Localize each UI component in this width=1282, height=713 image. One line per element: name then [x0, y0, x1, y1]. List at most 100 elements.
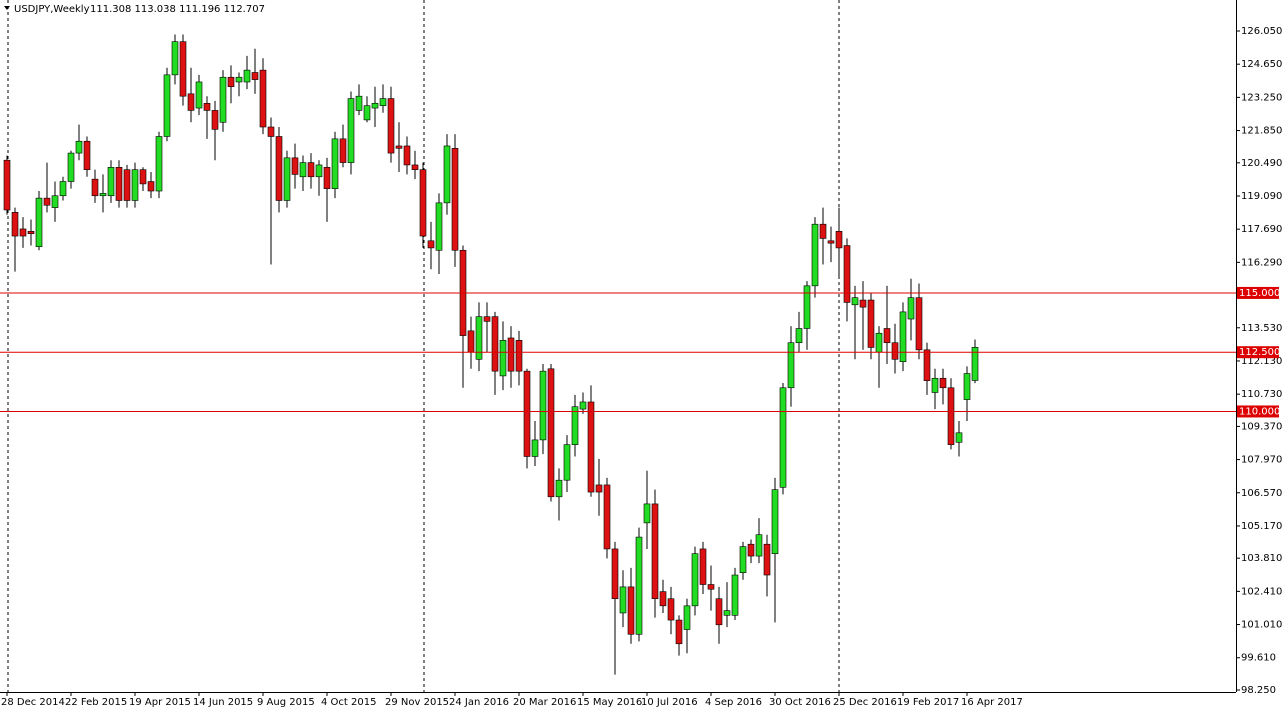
- level-label-box: [1237, 346, 1279, 359]
- bearish-candle-body: [211, 110, 219, 130]
- x-tick-label: 25 Dec 2016: [833, 697, 897, 708]
- bullish-candle-body: [107, 167, 115, 197]
- bearish-candle-body: [651, 503, 659, 600]
- bullish-candle-body: [155, 136, 163, 192]
- bullish-candle-body: [355, 95, 363, 111]
- y-tick-label: 107.970: [1241, 455, 1282, 466]
- bearish-candle-body: [403, 145, 411, 166]
- bullish-candle-body: [331, 138, 339, 189]
- bullish-candle-body: [555, 479, 563, 498]
- level-label: 112.500: [1239, 347, 1280, 358]
- level-label: 110.000: [1239, 406, 1280, 417]
- bearish-candle-body: [419, 169, 427, 237]
- y-tick-label: 102.410: [1241, 586, 1282, 597]
- bullish-candle-body: [723, 610, 731, 616]
- bearish-candle-body: [611, 548, 619, 600]
- bullish-candle-body: [75, 140, 83, 154]
- bearish-candle-body: [867, 299, 875, 348]
- y-tick-label: 126.050: [1241, 26, 1282, 37]
- bearish-candle-body: [3, 159, 11, 211]
- bullish-candle-body: [235, 76, 243, 83]
- bearish-candle-body: [411, 164, 419, 170]
- bearish-candle-body: [291, 157, 299, 175]
- bearish-candle-body: [939, 377, 947, 389]
- bullish-candle-body: [363, 105, 371, 121]
- bearish-candle-body: [275, 136, 283, 201]
- bullish-candle-body: [619, 586, 627, 614]
- x-tick-label: 22 Feb 2015: [65, 697, 127, 708]
- level-label-box: [1237, 286, 1279, 299]
- bullish-candle-body: [443, 145, 451, 204]
- y-tick-label: 123.250: [1241, 92, 1282, 103]
- x-tick-label: 14 Jun 2015: [193, 697, 253, 708]
- bearish-candle-body: [139, 169, 147, 185]
- y-tick-label: 98.250: [1241, 685, 1276, 696]
- y-tick-label: 113.530: [1241, 323, 1282, 334]
- bearish-candle-body: [251, 72, 259, 80]
- bearish-candle-body: [699, 548, 707, 585]
- x-tick-label: 19 Apr 2015: [129, 697, 191, 708]
- bearish-candle-body: [19, 228, 27, 237]
- bearish-candle-body: [11, 212, 19, 237]
- bearish-candle-body: [323, 167, 331, 189]
- bearish-candle-body: [947, 387, 955, 445]
- bullish-candle-body: [131, 169, 139, 201]
- bearish-candle-body: [603, 484, 611, 550]
- y-tick-label: 105.170: [1241, 521, 1282, 532]
- bullish-candle-body: [299, 162, 307, 178]
- bullish-candle-body: [971, 346, 979, 381]
- bearish-candle-body: [187, 93, 195, 111]
- level-label: 115.000: [1239, 288, 1280, 299]
- bullish-candle-body: [379, 98, 387, 106]
- bullish-candle-body: [531, 439, 539, 457]
- bearish-candle-body: [707, 584, 715, 590]
- bearish-candle-body: [91, 178, 99, 197]
- bullish-candle-body: [643, 503, 651, 524]
- bearish-candle-body: [507, 337, 515, 372]
- bearish-candle-body: [27, 231, 35, 234]
- bullish-candle-body: [195, 81, 203, 109]
- bullish-candle-body: [539, 370, 547, 441]
- bearish-candle-body: [267, 126, 275, 137]
- bearish-candle-body: [843, 245, 851, 303]
- bearish-candle-body: [387, 98, 395, 154]
- bullish-candle-body: [67, 152, 75, 182]
- bearish-candle-body: [667, 598, 675, 621]
- bearish-candle-body: [123, 169, 131, 201]
- ohlc-label: 111.308 113.038 111.196 112.707: [90, 4, 265, 15]
- bearish-candle-body: [451, 148, 459, 251]
- bearish-candle-body: [491, 316, 499, 372]
- bullish-candle-body: [739, 546, 747, 573]
- bullish-candle-body: [59, 181, 67, 197]
- bullish-candle-body: [35, 197, 43, 248]
- bullish-candle-body: [219, 76, 227, 123]
- bullish-candle-body: [563, 444, 571, 481]
- bearish-candle-body: [147, 181, 155, 192]
- bullish-candle-body: [171, 41, 179, 76]
- bearish-candle-body: [515, 340, 523, 372]
- bullish-candle-body: [907, 297, 915, 320]
- bullish-candle-body: [51, 195, 59, 208]
- x-tick-label: 15 May 2016: [577, 697, 642, 708]
- y-tick-label: 119.090: [1241, 191, 1282, 202]
- x-tick-label: 28 Dec 2014: [1, 697, 65, 708]
- bearish-candle-body: [395, 145, 403, 149]
- bearish-candle-body: [339, 138, 347, 163]
- bearish-candle-body: [83, 140, 91, 170]
- x-tick-label: 19 Feb 2017: [897, 697, 959, 708]
- bullish-candle-body: [683, 605, 691, 630]
- bullish-candle-body: [811, 223, 819, 287]
- bearish-candle-body: [827, 240, 835, 244]
- y-tick-label: 103.810: [1241, 553, 1282, 564]
- bullish-candle-body: [283, 157, 291, 201]
- y-tick-label: 99.610: [1241, 653, 1276, 664]
- bearish-candle-body: [203, 103, 211, 111]
- bullish-candle-body: [899, 311, 907, 362]
- x-tick-label: 4 Oct 2015: [321, 697, 376, 708]
- bullish-candle-body: [315, 164, 323, 178]
- bullish-candle-body: [163, 74, 171, 137]
- bullish-candle-body: [371, 103, 379, 109]
- x-tick-label: 24 Jan 2016: [449, 697, 509, 708]
- menu-icon[interactable]: [4, 6, 10, 10]
- bullish-candle-body: [787, 342, 795, 389]
